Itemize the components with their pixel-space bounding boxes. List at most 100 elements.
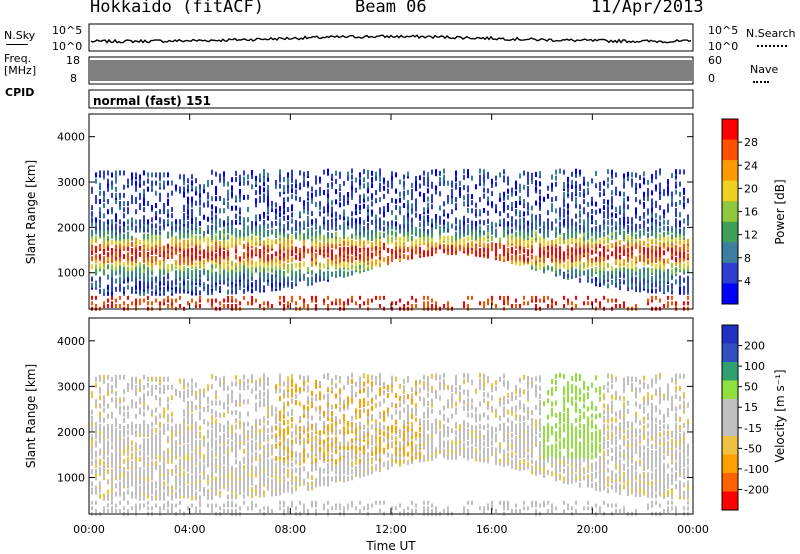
power-cell (183, 243, 185, 249)
velocity-cell (155, 376, 157, 382)
power-cell (563, 239, 565, 245)
power-cell (579, 269, 581, 275)
power-cell (427, 182, 429, 188)
power-cell (615, 213, 617, 219)
power-cell (471, 194, 473, 200)
power-cell (631, 272, 633, 278)
power-cell (139, 245, 141, 251)
power-cell (103, 304, 105, 309)
velocity-cell (191, 433, 193, 439)
power-cell (467, 228, 469, 234)
power-cell (267, 229, 269, 235)
power-cell (631, 217, 633, 223)
power-cell (243, 288, 245, 294)
velocity-cell (111, 438, 113, 444)
power-cell (519, 304, 521, 309)
power-cell (267, 215, 269, 221)
power-cell (271, 282, 273, 288)
velocity-cell (111, 477, 113, 483)
power-cell (563, 251, 565, 257)
power-cell (131, 256, 133, 262)
velocity-cell (91, 409, 93, 415)
velocity-cell (103, 446, 105, 452)
power-cell (627, 216, 629, 222)
power-cell (319, 186, 321, 192)
velocity-cell (107, 456, 109, 462)
power-cell (183, 174, 185, 180)
velocity-cell (111, 434, 113, 440)
power-cell (255, 247, 257, 253)
power-cell (271, 200, 273, 206)
power-cell (567, 244, 569, 250)
power-cell (351, 270, 353, 276)
velocity-cell (171, 395, 173, 401)
power-cell (231, 289, 233, 295)
power-cell (387, 233, 389, 239)
power-cell (383, 210, 385, 216)
velocity-cell (163, 376, 165, 382)
power-cell (151, 229, 153, 235)
power-cell (123, 213, 125, 219)
power-cell (647, 192, 649, 198)
power-cell (167, 209, 169, 215)
power-cell (595, 170, 597, 176)
velocity-cell (119, 508, 121, 513)
power-cell (363, 183, 365, 189)
power-cell (91, 264, 93, 270)
power-cell (275, 208, 277, 214)
power-cell (115, 178, 117, 184)
velocity-cell (127, 450, 129, 456)
velocity-cell (171, 429, 173, 435)
power-cell (651, 231, 653, 237)
power-cell (319, 225, 321, 231)
power-cell (659, 182, 661, 188)
power-cell (187, 247, 189, 253)
power-cell (523, 254, 525, 260)
power-cell (91, 205, 93, 211)
power-cell (183, 180, 185, 186)
power-cell (215, 185, 217, 191)
power-cell (151, 241, 153, 247)
power-cell (479, 219, 481, 225)
power-cell (307, 201, 309, 207)
power-cell (219, 275, 221, 281)
power-cell (487, 188, 489, 194)
power-cell (263, 275, 265, 281)
power-cell (547, 253, 549, 259)
velocity-cell (183, 489, 185, 495)
power-cell (495, 175, 497, 181)
power-cell (571, 261, 573, 267)
velocity-cell (155, 407, 157, 413)
power-cell (287, 207, 289, 213)
power-cell (339, 255, 341, 261)
power-cell (315, 218, 317, 224)
power-cell (575, 256, 577, 262)
power-cell (215, 285, 217, 291)
power-cell (311, 231, 313, 237)
power-cell (251, 184, 253, 190)
power-cell (591, 257, 593, 263)
power-cell (543, 298, 545, 303)
power-cell (651, 261, 653, 267)
power-cell (351, 298, 353, 303)
power-cell (223, 238, 225, 244)
power-cell (103, 221, 105, 227)
velocity-cell (195, 405, 197, 411)
power-cell (519, 210, 521, 216)
power-cell (455, 217, 457, 223)
velocity-cell (159, 450, 161, 456)
power-cell (435, 301, 437, 306)
power-cell (459, 180, 461, 186)
velocity-cell (159, 464, 161, 470)
velocity-cell (159, 376, 161, 382)
velocity-cell (195, 506, 197, 511)
power-cell (471, 200, 473, 206)
power-cell (211, 263, 213, 269)
power-cell (147, 301, 149, 306)
velocity-cell (195, 390, 197, 396)
power-cell (567, 254, 569, 260)
velocity-cell (135, 384, 137, 390)
power-cell (239, 262, 241, 268)
power-cell (467, 193, 469, 199)
